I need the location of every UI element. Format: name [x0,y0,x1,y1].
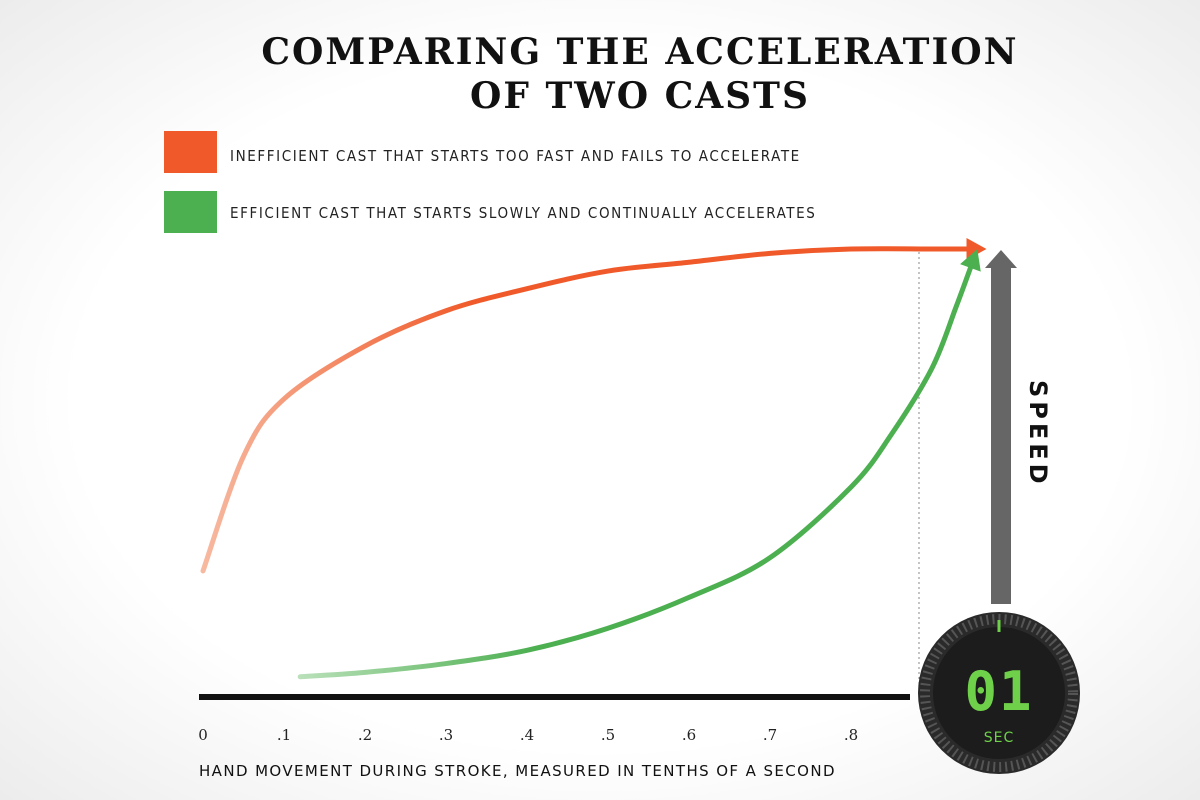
legend-swatch-inefficient [164,131,217,173]
speed-arrow-shaft [991,266,1011,604]
series-inefficient-line [200,246,975,574]
x-axis-label: HAND MOVEMENT DURING STROKE, MEASURED IN… [199,762,836,780]
speed-arrow-head [985,250,1017,268]
stopwatch-unit: SEC [983,730,1015,746]
chart-title-line-1: COMPARING THE ACCELERATION [261,31,1019,73]
series-efficient-arrowhead [960,249,981,272]
chart-title-line-2: OF TWO CASTS [470,75,810,117]
series-efficient-line [297,259,975,680]
stopwatch-icon: 01 SEC [918,612,1080,774]
y-axis-label: SPEED [1024,380,1052,488]
stopwatch-digits: 01 [964,660,1034,723]
x-tick-labels: 0 .1 .2 .3 .4 .5 .6 .7 .8 [198,726,858,744]
legend-label-efficient: EFFICIENT CAST THAT STARTS SLOWLY AND CO… [230,204,817,222]
x-tick-label: .8 [844,726,858,744]
x-tick-label: .4 [520,726,534,744]
x-tick-label: 0 [198,726,208,744]
legend-label-inefficient: INEFFICIENT CAST THAT STARTS TOO FAST AN… [230,147,801,165]
x-tick-label: .1 [277,726,291,744]
x-tick-label: .6 [682,726,696,744]
x-tick-label: .5 [601,726,615,744]
x-tick-label: .7 [763,726,777,744]
legend-swatch-efficient [164,191,217,233]
stopwatch-dial [920,614,1078,772]
x-tick-label: .3 [439,726,453,744]
x-tick-label: .2 [358,726,372,744]
